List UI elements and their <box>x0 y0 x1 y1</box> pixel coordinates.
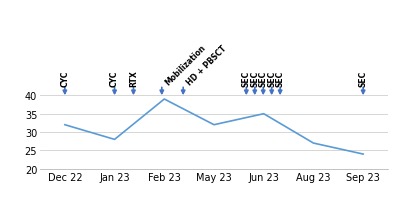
Text: RTX: RTX <box>129 70 138 87</box>
Text: SEC: SEC <box>276 71 285 87</box>
Text: SEC: SEC <box>267 71 276 87</box>
Text: SEC: SEC <box>250 71 259 87</box>
Text: CYC: CYC <box>110 71 119 87</box>
Text: CYC: CYC <box>60 71 69 87</box>
Text: SEC: SEC <box>359 71 368 87</box>
Text: SEC: SEC <box>259 71 268 87</box>
Text: HD + PBSCT: HD + PBSCT <box>185 44 228 87</box>
Text: SEC: SEC <box>242 71 251 87</box>
Text: Mobilization: Mobilization <box>164 43 208 87</box>
